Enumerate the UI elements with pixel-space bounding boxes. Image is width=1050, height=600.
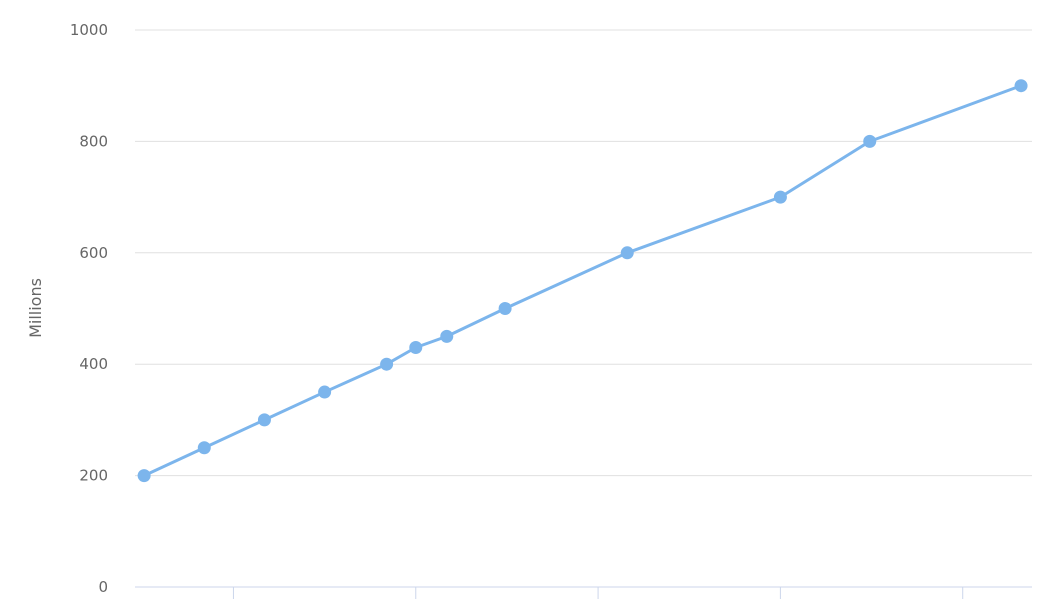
data-point — [409, 340, 423, 354]
data-point — [137, 469, 151, 483]
y-tick-label: 200 — [79, 467, 108, 485]
y-axis-ticks: 0 200 400 600 800 1000 — [70, 21, 108, 596]
series — [137, 79, 1028, 483]
x-axis-ticks — [232, 587, 964, 599]
data-point — [620, 246, 634, 260]
grid-lines — [135, 29, 1032, 588]
data-point — [380, 357, 394, 371]
y-tick-label: 0 — [98, 578, 108, 596]
y-tick-label: 1000 — [70, 21, 108, 39]
data-point — [440, 329, 454, 343]
data-point — [498, 302, 512, 315]
data-point — [318, 385, 332, 399]
y-tick-label: 600 — [79, 244, 108, 262]
y-axis-label: Millions — [26, 278, 45, 338]
data-point — [1014, 79, 1028, 93]
data-point — [257, 413, 271, 427]
y-tick-label: 400 — [79, 355, 108, 373]
data-point — [197, 441, 211, 455]
data-point — [863, 134, 877, 148]
series-line — [143, 84, 1022, 477]
data-point — [773, 190, 787, 204]
y-tick-label: 800 — [79, 132, 108, 150]
